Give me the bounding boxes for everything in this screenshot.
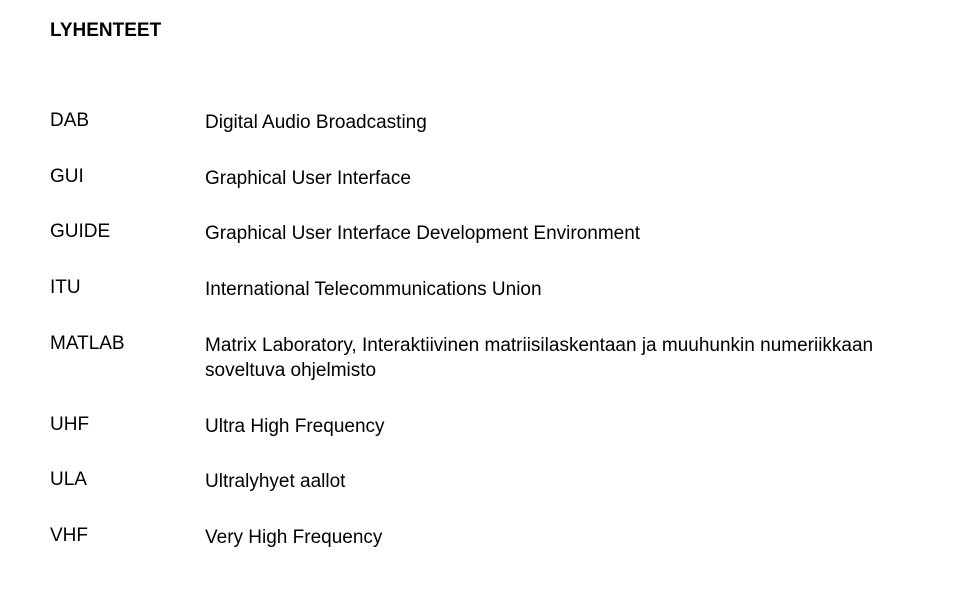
page-title: LYHENTEET	[50, 20, 899, 42]
abbr-row: GUIDE Graphical User Interface Developme…	[50, 221, 899, 247]
abbr-term: ITU	[50, 277, 205, 299]
abbreviations-page: LYHENTEET DAB Digital Audio Broadcasting…	[0, 0, 959, 601]
abbr-term: ULA	[50, 469, 205, 491]
abbr-row: MATLAB Matrix Laboratory, Interaktiivine…	[50, 333, 899, 384]
abbr-definition: Very High Frequency	[205, 525, 899, 551]
abbr-row: ITU International Telecommunications Uni…	[50, 277, 899, 303]
abbr-term: MATLAB	[50, 333, 205, 355]
abbr-row: VHF Very High Frequency	[50, 525, 899, 551]
abbr-row: ULA Ultralyhyet aallot	[50, 469, 899, 495]
abbr-term: DAB	[50, 110, 205, 132]
abbr-row: UHF Ultra High Frequency	[50, 414, 899, 440]
abbr-definition: Digital Audio Broadcasting	[205, 110, 899, 136]
abbr-term: UHF	[50, 414, 205, 436]
abbr-term: GUIDE	[50, 221, 205, 243]
abbr-row: GUI Graphical User Interface	[50, 166, 899, 192]
abbr-definition: Graphical User Interface	[205, 166, 899, 192]
abbr-definition: Ultra High Frequency	[205, 414, 899, 440]
abbr-definition: Ultralyhyet aallot	[205, 469, 899, 495]
abbr-definition: Graphical User Interface Development Env…	[205, 221, 899, 247]
abbr-definition: Matrix Laboratory, Interaktiivinen matri…	[205, 333, 899, 384]
abbr-term: VHF	[50, 525, 205, 547]
abbr-definition: International Telecommunications Union	[205, 277, 899, 303]
abbr-term: GUI	[50, 166, 205, 188]
abbr-row: DAB Digital Audio Broadcasting	[50, 110, 899, 136]
